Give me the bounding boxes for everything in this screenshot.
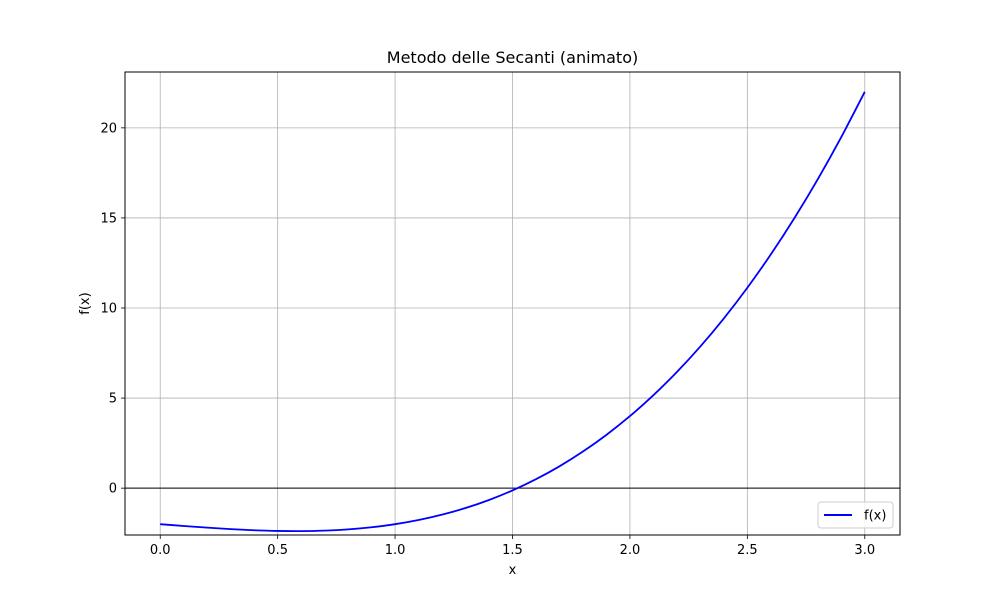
y-axis-label: f(x) xyxy=(78,292,93,314)
x-tick-label: 1.0 xyxy=(385,543,406,558)
x-tick-label: 2.5 xyxy=(737,543,758,558)
x-tick-label: 1.5 xyxy=(502,543,523,558)
x-axis-label: x xyxy=(509,563,517,578)
x-tick-label: 0.0 xyxy=(150,543,171,558)
ticks: 0.0 0.5 1.0 1.5 2.0 2.5 3.0 0 5 10 15 20 xyxy=(100,121,875,558)
legend-box xyxy=(817,501,894,529)
x-tick-label: 0.5 xyxy=(267,543,288,558)
legend-label-f: f(x) xyxy=(864,509,886,524)
legend: f(x) xyxy=(817,501,894,529)
y-tick-label: 0 xyxy=(109,482,117,497)
x-tick-label: 2.0 xyxy=(620,543,641,558)
y-tick-label: 15 xyxy=(100,211,117,226)
series-layer xyxy=(160,91,866,533)
series-line-f xyxy=(160,91,866,533)
chart-title: Metodo delle Secanti (animato) xyxy=(387,48,638,67)
y-tick-label: 5 xyxy=(109,392,117,407)
x-tick-label: 3.0 xyxy=(854,543,875,558)
y-tick-label: 10 xyxy=(100,302,117,317)
y-tick-label: 20 xyxy=(100,121,117,136)
